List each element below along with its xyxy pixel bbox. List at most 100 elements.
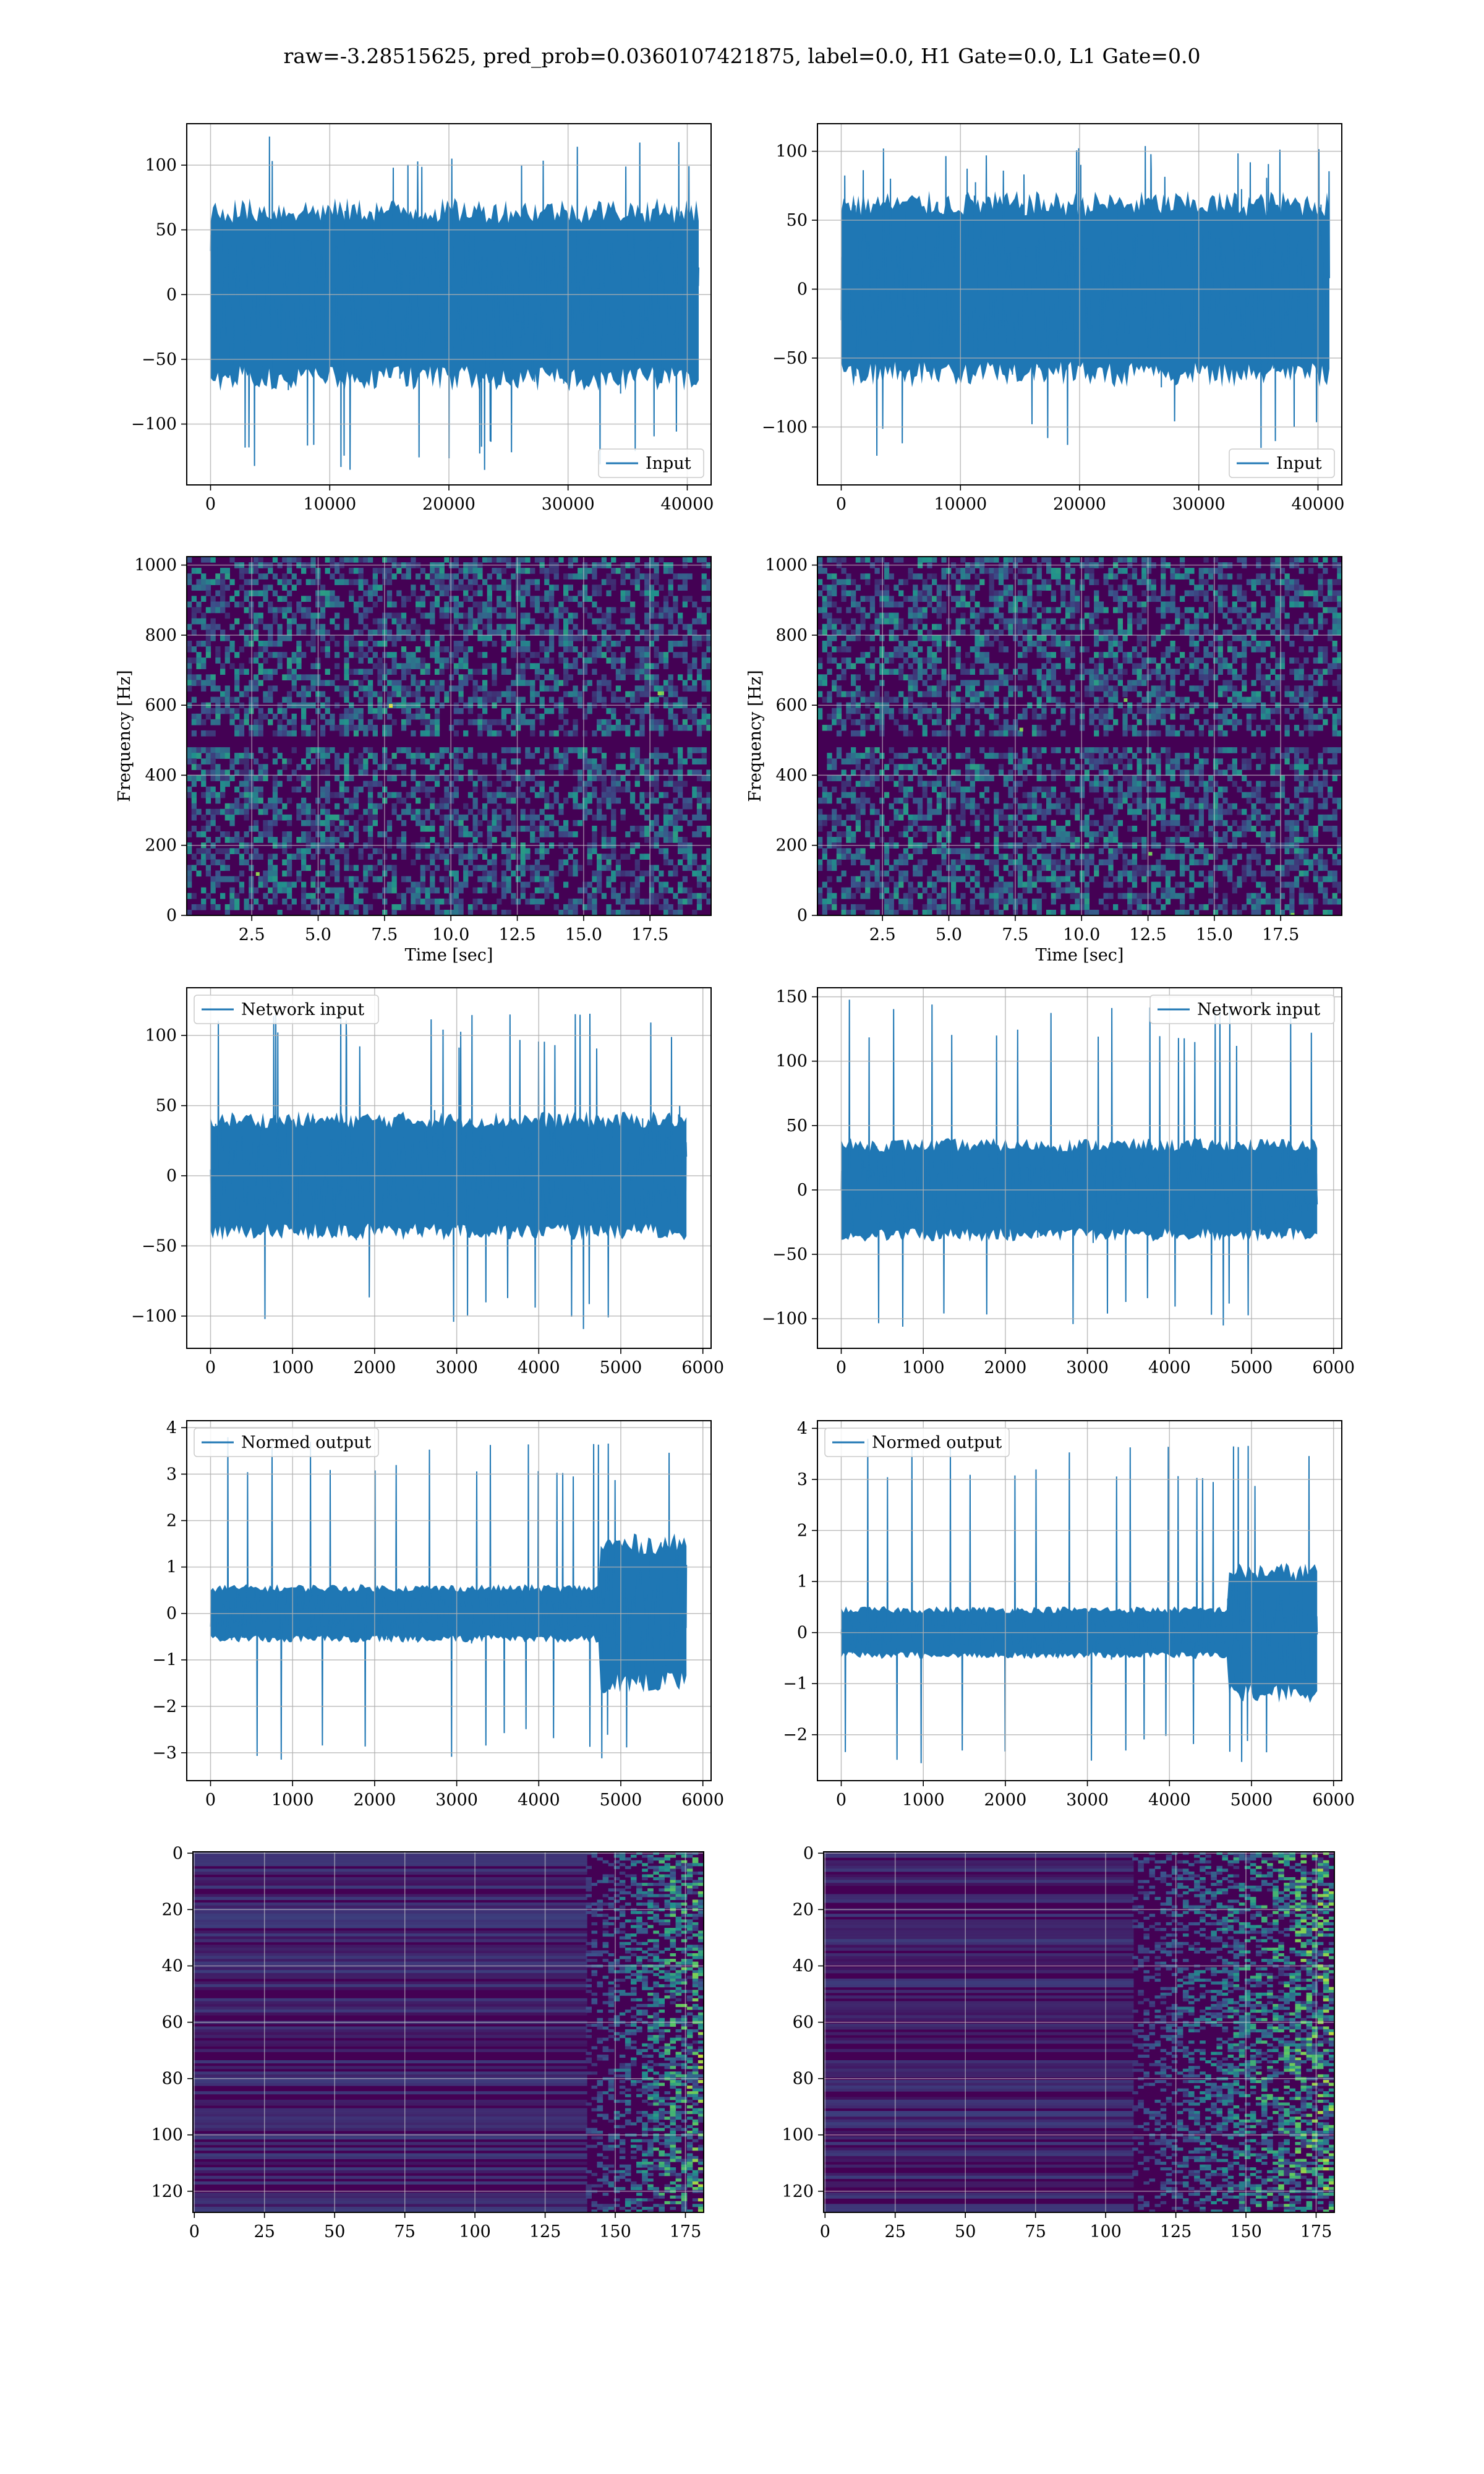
spectrogram-cell	[634, 584, 640, 591]
spectrogram-cell	[377, 669, 383, 675]
spectrogram-cell	[1165, 646, 1171, 653]
spectrogram-cell	[1237, 652, 1242, 658]
spectrogram-cell	[1156, 696, 1161, 703]
spectrogram-cell	[520, 680, 526, 687]
spectrogram-cell	[511, 775, 516, 782]
spectrogram-cell	[682, 680, 688, 687]
spectrogram-cell	[1046, 657, 1052, 664]
x-tick-label: 30000	[1172, 495, 1226, 514]
spectrogram-cell	[401, 876, 407, 883]
spectrogram-cell	[301, 685, 307, 692]
spectrogram-cell	[396, 635, 402, 641]
spectrogram-cell	[301, 887, 307, 894]
spectrogram-cell	[836, 629, 842, 636]
spectrogram-cell	[477, 685, 483, 692]
spectrogram-cell	[663, 607, 669, 614]
spectrogram-cell	[406, 573, 411, 580]
spectrogram-cell	[644, 652, 650, 658]
spectrogram-cell	[687, 669, 693, 675]
spectrogram-cell	[482, 685, 488, 692]
spectrogram-cell	[434, 887, 440, 894]
spectrogram-cell	[1284, 584, 1290, 591]
spectrogram-cell	[1237, 596, 1242, 602]
spectrogram-cell	[458, 747, 464, 753]
spectrogram-cell	[325, 887, 330, 894]
spectrogram-cell	[196, 713, 202, 720]
spectrogram-cell	[1323, 557, 1328, 563]
spectrogram-cell	[696, 758, 702, 764]
spectrogram-cell	[511, 848, 516, 854]
spectrogram-cell	[1089, 691, 1094, 698]
spectrogram-cell	[335, 898, 340, 905]
spectrogram-cell	[970, 680, 975, 687]
spectrogram-cell	[1208, 573, 1214, 580]
spectrogram-cell	[534, 557, 540, 563]
spectrogram-cell	[668, 870, 673, 877]
spectrogram-cell	[1232, 652, 1237, 658]
spectrogram-cell	[1108, 629, 1114, 636]
spectrogram-cell	[1308, 568, 1314, 574]
spectrogram-cell	[998, 674, 1004, 680]
spectrogram-cell	[832, 601, 837, 608]
spectrogram-cell	[396, 904, 402, 910]
spectrogram-cell	[941, 601, 947, 608]
spectrogram-cell	[401, 837, 407, 843]
spectrogram-cell	[884, 708, 890, 714]
spectrogram-cell	[692, 635, 697, 641]
spectrogram-cell	[922, 612, 927, 619]
spectrogram-cell	[425, 719, 430, 726]
spectrogram-cell	[310, 826, 316, 832]
spectrogram-cell	[611, 623, 616, 630]
spectrogram-cell	[372, 781, 378, 787]
spectrogram-cell	[960, 618, 966, 625]
spectrogram-cell	[358, 568, 364, 574]
spectrogram-cell	[1022, 663, 1028, 669]
spectrogram-cell	[706, 870, 711, 877]
spectrogram-cell	[1113, 640, 1119, 647]
spectrogram-cell	[234, 876, 240, 883]
spectrogram-cell	[272, 892, 278, 899]
spectrogram-cell	[1108, 652, 1114, 658]
spectrogram-cell	[229, 646, 235, 653]
spectrogram-cell	[449, 596, 454, 602]
spectrogram-cell	[1156, 635, 1161, 641]
spectrogram-cell	[1289, 601, 1295, 608]
spectrogram-cell	[1027, 629, 1033, 636]
spectrogram-cell	[955, 685, 961, 692]
spectrogram-cell	[320, 635, 326, 641]
spectrogram-cell	[989, 629, 994, 636]
spectrogram-cell	[1270, 680, 1276, 687]
spectrogram-cell	[578, 898, 583, 905]
spectrogram-cell	[367, 865, 373, 871]
spectrogram-cell	[377, 876, 383, 883]
spectrogram-cell	[449, 808, 454, 815]
spectrogram-cell	[506, 696, 511, 703]
spectrogram-cell	[582, 680, 588, 687]
spectrogram-cell	[908, 623, 913, 630]
spectrogram-cell	[1117, 568, 1123, 574]
spectrogram-cell	[654, 685, 659, 692]
spectrogram-cell	[396, 618, 402, 625]
spectrogram-cell	[1141, 618, 1147, 625]
spectrogram-cell	[1080, 663, 1085, 669]
spectrogram-cell	[913, 640, 918, 647]
spectrogram-cell	[215, 623, 221, 630]
spectrogram-cell	[625, 769, 631, 776]
spectrogram-cell	[1260, 596, 1266, 602]
spectrogram-cell	[558, 652, 564, 658]
spectrogram-cell	[1103, 691, 1109, 698]
spectrogram-cell	[1151, 590, 1156, 597]
spectrogram-cell	[1008, 557, 1013, 563]
spectrogram-cell	[629, 792, 636, 798]
spectrogram-cell	[678, 640, 683, 647]
spectrogram-cell	[372, 652, 378, 658]
spectrogram-cell	[1027, 601, 1033, 608]
spectrogram-cell	[927, 557, 932, 563]
spectrogram-cell	[668, 629, 673, 636]
spectrogram-cell	[654, 719, 659, 726]
spectrogram-cell	[620, 596, 626, 602]
spectrogram-cell	[482, 652, 488, 658]
spectrogram-cell	[663, 854, 669, 860]
spectrogram-cell	[1260, 640, 1266, 647]
spectrogram-cell	[955, 696, 961, 703]
